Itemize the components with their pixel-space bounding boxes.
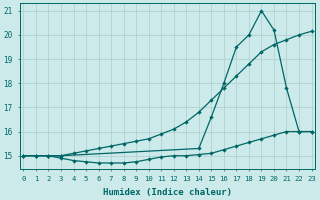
- X-axis label: Humidex (Indice chaleur): Humidex (Indice chaleur): [103, 188, 232, 197]
